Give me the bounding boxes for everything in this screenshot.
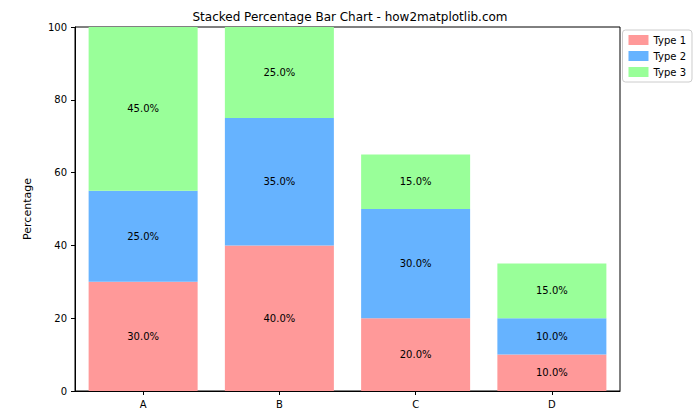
svg-text:Stacked Percentage Bar Chart -: Stacked Percentage Bar Chart - how2matpl…	[192, 10, 507, 24]
svg-text:D: D	[548, 399, 556, 410]
svg-text:80: 80	[54, 94, 67, 105]
svg-text:30.0%: 30.0%	[400, 258, 432, 269]
svg-text:Type 1: Type 1	[652, 35, 686, 46]
svg-text:45.0%: 45.0%	[127, 103, 159, 114]
svg-text:25.0%: 25.0%	[127, 231, 159, 242]
svg-text:40: 40	[54, 240, 67, 251]
svg-text:20: 20	[54, 313, 67, 324]
svg-text:10.0%: 10.0%	[536, 367, 568, 378]
svg-text:10.0%: 10.0%	[536, 331, 568, 342]
svg-text:100: 100	[48, 22, 67, 33]
svg-text:30.0%: 30.0%	[127, 331, 159, 342]
svg-text:0: 0	[61, 386, 67, 397]
svg-text:B: B	[276, 399, 283, 410]
svg-text:60: 60	[54, 167, 67, 178]
svg-text:35.0%: 35.0%	[263, 176, 295, 187]
svg-text:15.0%: 15.0%	[536, 285, 568, 296]
svg-text:Type 3: Type 3	[652, 67, 686, 78]
svg-text:Percentage: Percentage	[21, 178, 34, 240]
svg-text:Type 2: Type 2	[652, 51, 686, 62]
svg-text:A: A	[140, 399, 147, 410]
svg-text:40.0%: 40.0%	[263, 313, 295, 324]
svg-text:C: C	[412, 399, 419, 410]
svg-text:25.0%: 25.0%	[263, 67, 295, 78]
svg-text:15.0%: 15.0%	[400, 176, 432, 187]
svg-text:20.0%: 20.0%	[400, 349, 432, 360]
